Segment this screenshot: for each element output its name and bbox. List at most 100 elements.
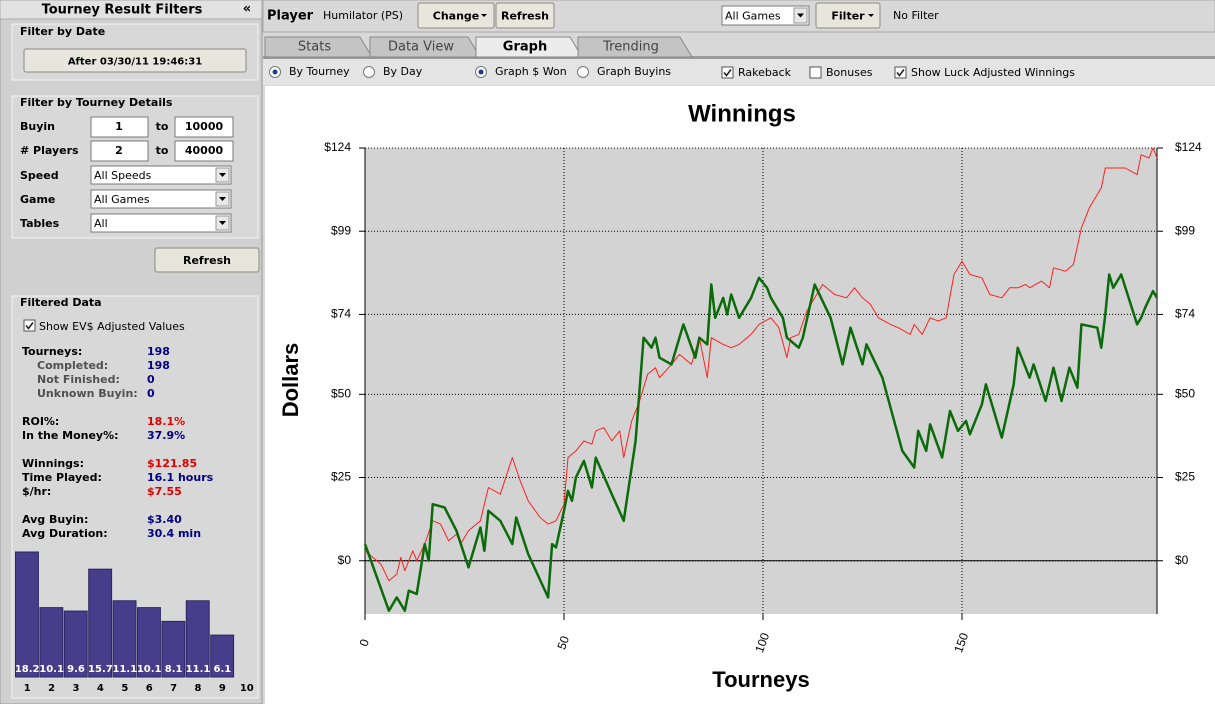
bar [185, 600, 210, 678]
select[interactable] [90, 189, 232, 209]
tab-label[interactable]: Data View [388, 40, 454, 55]
y-tick-label: $50 [331, 386, 351, 400]
y-axis-title: Dollars [278, 343, 303, 418]
stat-value: 198 [147, 345, 170, 358]
game-select[interactable] [721, 5, 810, 26]
refresh-button[interactable] [495, 2, 555, 29]
bar-category-label: 3 [73, 683, 80, 694]
checkbox-check [896, 69, 905, 77]
range-from[interactable]: 2 [115, 144, 123, 157]
filter-status: No Filter [893, 9, 939, 22]
select-value[interactable]: All Games [94, 193, 150, 206]
line-series [363, 273, 1159, 612]
stat-label: Completed: [37, 359, 108, 372]
tab-label[interactable]: Trending [602, 40, 659, 55]
tab[interactable] [369, 36, 481, 58]
tab-label[interactable]: Stats [298, 40, 331, 55]
bar [161, 620, 186, 678]
radio[interactable] [363, 66, 375, 78]
chart-title: Winnings [688, 100, 796, 127]
checkbox-label[interactable]: Rakeback [738, 66, 792, 79]
tab-active[interactable] [475, 36, 583, 58]
tab[interactable] [264, 36, 373, 58]
filter-button-label[interactable]: Filter [831, 10, 865, 23]
bar-category-label: 7 [170, 683, 177, 694]
bar-category-label: 4 [97, 683, 104, 694]
filter-button[interactable] [815, 2, 881, 29]
stat-value: 30.4 min [147, 527, 201, 540]
collapse-button[interactable]: « [243, 2, 251, 17]
radio-label[interactable]: Graph $ Won [495, 65, 567, 78]
radio-label[interactable]: By Tourney [289, 65, 350, 78]
change-button[interactable] [417, 2, 495, 29]
stat-label: Tourneys: [22, 345, 82, 358]
stat-value: 0 [147, 387, 155, 400]
stat-value: 0 [147, 373, 155, 386]
y2-tick-label: $124 [1175, 140, 1202, 154]
y-tick-label: $0 [338, 553, 352, 567]
range-from[interactable]: 1 [115, 120, 123, 133]
range-separator: to [156, 144, 169, 157]
radio-label[interactable]: By Day [383, 65, 423, 78]
bar-category-label: 9 [219, 683, 226, 694]
stat-value: $7.55 [147, 485, 182, 498]
ev-checkbox-check [25, 322, 34, 330]
radio[interactable] [577, 66, 589, 78]
tab-label[interactable]: Graph [503, 40, 547, 55]
bar-category-label: 10 [240, 683, 254, 694]
y2-tick-label: $74 [1175, 307, 1195, 321]
x-tick-label: 0 [357, 637, 373, 648]
range-input[interactable] [90, 140, 149, 162]
checkbox[interactable] [894, 66, 907, 79]
date-filter-button[interactable] [23, 48, 247, 73]
stat-label: In the Money%: [22, 429, 119, 442]
select[interactable] [90, 165, 232, 185]
checkbox-label[interactable]: Bonuses [826, 66, 873, 79]
stat-value: 18.1% [147, 415, 185, 428]
range-input[interactable] [90, 116, 149, 138]
refresh-button-label[interactable]: Refresh [501, 10, 549, 23]
stat-value: 198 [147, 359, 170, 372]
game-select-arrow [797, 13, 804, 18]
select-arrow [219, 197, 226, 201]
range-to[interactable]: 10000 [185, 120, 224, 133]
select[interactable] [90, 213, 232, 233]
x-tick-label: 100 [752, 631, 772, 655]
range-to[interactable]: 40000 [185, 144, 224, 157]
stat-value: 16.1 hours [147, 471, 214, 484]
date-filter-button-label[interactable]: After 03/30/11 19:46:31 [68, 57, 202, 68]
bar-value-label: 11.1 [112, 664, 137, 675]
tab-strip [263, 56, 1215, 59]
checkbox[interactable] [721, 66, 734, 79]
change-button-label[interactable]: Change [433, 10, 480, 23]
range-input[interactable] [174, 140, 234, 162]
checkbox[interactable] [809, 66, 822, 79]
ev-checkbox[interactable] [23, 319, 36, 332]
game-select-value[interactable]: All Games [725, 10, 781, 23]
stat-label: Unknown Buyin: [37, 387, 138, 400]
range-input[interactable] [174, 116, 234, 138]
stat-label: Time Played: [22, 471, 102, 484]
options-bar [263, 59, 1215, 85]
sidebar-header [0, 0, 263, 20]
checkbox-label[interactable]: Show Luck Adjusted Winnings [911, 66, 1075, 79]
field-label: Speed [20, 169, 59, 182]
bar [88, 568, 113, 678]
tab[interactable] [577, 36, 693, 58]
select-value[interactable]: All [94, 217, 108, 230]
y2-tick-label: $50 [1175, 386, 1195, 400]
x-axis-title: Tourneys [712, 667, 809, 692]
refresh-button[interactable] [154, 247, 260, 273]
select-arrow [219, 221, 226, 225]
bar-category-label: 2 [48, 683, 55, 694]
radio-label[interactable]: Graph Buyins [597, 65, 671, 78]
y-tick-label: $25 [331, 470, 351, 484]
y-tick-label: $124 [324, 140, 351, 154]
refresh-button-label[interactable]: Refresh [183, 254, 231, 267]
bar [15, 551, 39, 678]
checkbox-label[interactable]: Show EV$ Adjusted Values [39, 320, 185, 333]
select-value[interactable]: All Speeds [94, 169, 152, 182]
field-label: Game [20, 193, 55, 206]
y2-tick-label: $25 [1175, 470, 1195, 484]
